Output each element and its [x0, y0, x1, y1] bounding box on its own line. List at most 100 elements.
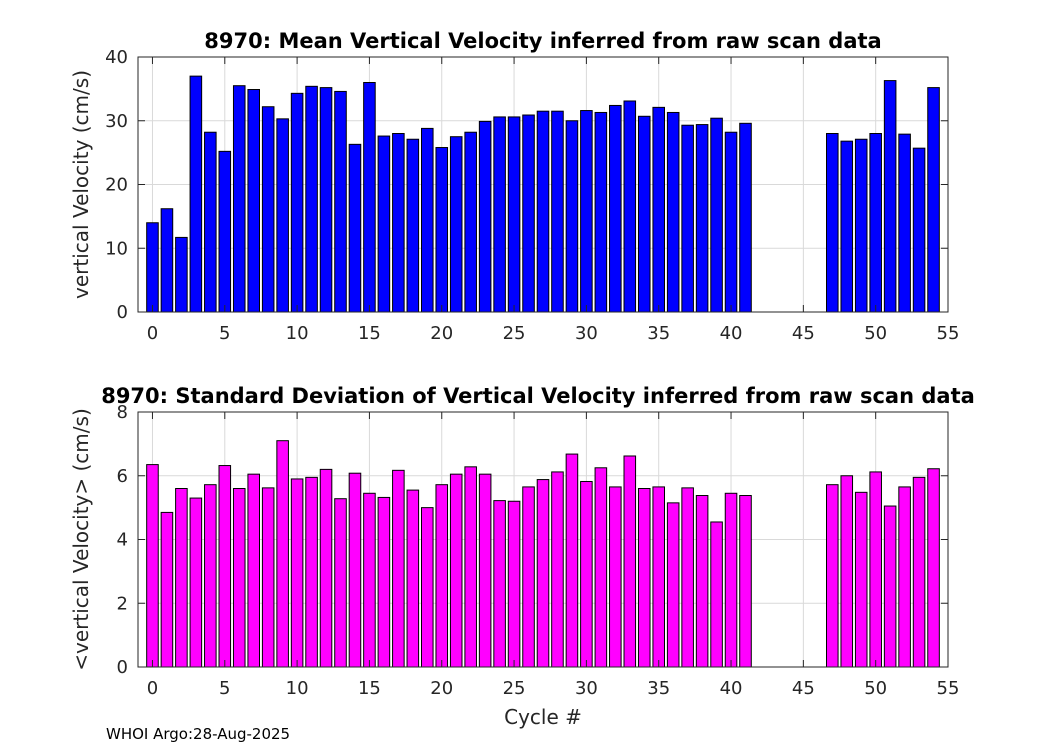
mean-bar — [609, 104, 622, 313]
std-bar — [623, 455, 637, 668]
std-bar — [522, 486, 535, 668]
mean-bar — [681, 124, 694, 313]
std-x-tick-label: 35 — [647, 678, 670, 699]
mean-y-tick-label: 30 — [105, 111, 128, 132]
mean-x-tick-label: 20 — [430, 323, 453, 344]
mean-bar — [493, 116, 506, 313]
mean-chart-title: 8970: Mean Vertical Velocity inferred fr… — [204, 29, 881, 53]
std-bar — [551, 471, 564, 668]
std-bar — [464, 466, 477, 668]
std-x-tick-label: 50 — [864, 678, 887, 699]
std-x-tick-label: 55 — [937, 678, 960, 699]
std-bar — [406, 489, 420, 668]
std-bar — [305, 476, 318, 668]
mean-x-tick-label: 10 — [286, 323, 309, 344]
std-bar — [739, 495, 752, 668]
std-bar — [319, 468, 333, 668]
std-x-tick-label: 0 — [147, 678, 158, 699]
std-bar — [927, 468, 940, 668]
std-bar — [189, 497, 203, 668]
std-bar — [348, 472, 362, 668]
std-bar — [609, 486, 622, 668]
mean-bar — [580, 110, 593, 313]
mean-bar — [927, 87, 940, 313]
mean-bar — [883, 80, 897, 313]
std-x-tick-label: 25 — [503, 678, 526, 699]
mean-x-tick-label: 45 — [792, 323, 815, 344]
std-bar — [363, 492, 376, 668]
mean-bar — [551, 110, 564, 313]
mean-bar — [449, 136, 463, 313]
std-x-tick-label: 40 — [720, 678, 743, 699]
std-bar — [826, 484, 839, 668]
mean-x-tick-label: 50 — [864, 323, 887, 344]
std-bar — [912, 476, 926, 668]
mean-bar — [146, 222, 159, 313]
std-bar — [594, 467, 608, 668]
mean-bar — [666, 111, 680, 313]
mean-x-tick-label: 25 — [503, 323, 526, 344]
mean-y-tick-label: 20 — [105, 175, 128, 196]
mean-bar — [175, 236, 188, 313]
std-bar — [334, 498, 347, 668]
std-bar — [232, 488, 246, 668]
mean-bar — [854, 138, 868, 313]
mean-bar — [232, 85, 246, 313]
std-bar — [160, 511, 174, 668]
mean-bar — [406, 138, 420, 313]
mean-bar — [319, 87, 333, 313]
std-bar — [565, 453, 579, 668]
mean-bar — [218, 150, 232, 313]
std-y-tick-label: 2 — [117, 593, 128, 614]
mean-bar — [247, 89, 261, 313]
std-bar — [175, 488, 188, 668]
std-bar — [869, 471, 882, 668]
std-bar — [478, 473, 492, 668]
mean-bar — [840, 140, 854, 313]
mean-x-tick-label: 35 — [647, 323, 670, 344]
std-y-tick-label: 8 — [117, 402, 128, 423]
mean-x-tick-label: 30 — [575, 323, 598, 344]
mean-bar — [189, 75, 203, 313]
mean-bar — [594, 111, 608, 313]
mean-bar — [637, 115, 651, 313]
mean-bar — [276, 118, 289, 313]
mean-bar — [305, 85, 318, 313]
std-bar — [247, 473, 261, 668]
std-bar — [276, 440, 289, 668]
mean-y-tick-label: 0 — [117, 302, 128, 323]
std-bar — [204, 484, 217, 668]
std-bar — [898, 486, 911, 668]
std-bar — [377, 496, 391, 668]
std-bar — [536, 479, 550, 668]
std-bar — [695, 495, 709, 668]
std-bar — [392, 469, 405, 668]
mean-bar — [421, 127, 434, 313]
std-bar — [146, 464, 159, 668]
mean-x-tick-label: 15 — [358, 323, 381, 344]
mean-bar — [739, 122, 752, 313]
mean-bar — [377, 135, 391, 313]
std-y-tick-label: 6 — [117, 466, 128, 487]
std-x-tick-label: 5 — [219, 678, 230, 699]
mean-bar — [348, 143, 362, 313]
std-x-tick-label: 30 — [575, 678, 598, 699]
mean-bar — [392, 133, 405, 313]
std-x-tick-label: 45 — [792, 678, 815, 699]
std-x-axis-label: Cycle # — [504, 705, 582, 729]
mean-bar — [363, 82, 376, 313]
std-bar — [218, 465, 232, 668]
mean-x-tick-label: 55 — [937, 323, 960, 344]
std-bar — [580, 480, 593, 668]
mean-x-tick-label: 5 — [219, 323, 230, 344]
mean-x-tick-label: 40 — [720, 323, 743, 344]
mean-bar — [710, 117, 723, 313]
mean-bar — [478, 120, 492, 313]
mean-bar — [261, 106, 275, 313]
std-bar — [261, 487, 275, 668]
std-bar — [652, 486, 666, 668]
std-bar — [493, 500, 506, 668]
mean-bar — [507, 116, 521, 313]
std-y-tick-label: 4 — [117, 530, 128, 551]
